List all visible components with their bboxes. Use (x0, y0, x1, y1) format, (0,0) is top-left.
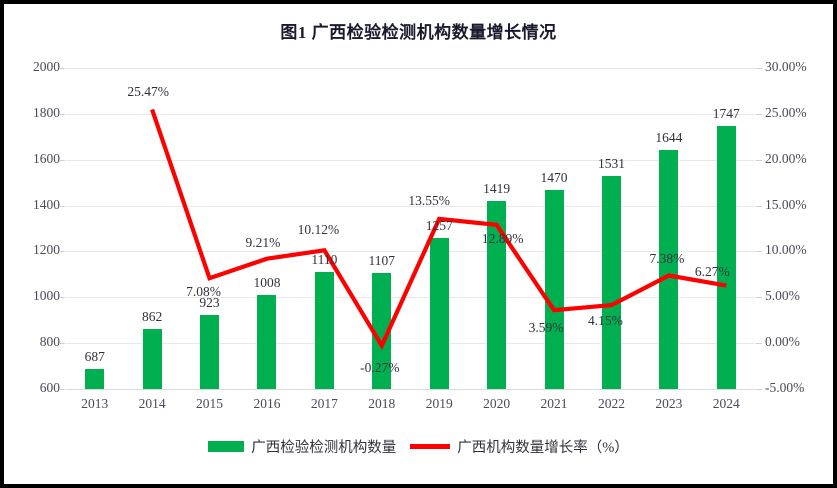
left-axis-tick-label: 1200 (33, 242, 60, 258)
bar[interactable] (257, 295, 277, 389)
legend-item-line[interactable]: 广西机构数量增长率（%） (410, 436, 629, 457)
right-axis-tick-label: 0.00% (765, 334, 800, 350)
right-axis-tick-label: 10.00% (765, 242, 807, 258)
legend-line-swatch-icon (410, 444, 451, 449)
gridline (66, 68, 755, 69)
legend-item-bar[interactable]: 广西检验检测机构数量 (208, 436, 396, 457)
left-axis-tickmark (59, 68, 65, 69)
percent-value-label: 7.38% (649, 251, 685, 267)
gridline (66, 389, 755, 390)
left-axis-tickmark (59, 113, 65, 115)
right-axis-tick-label: 20.00% (765, 150, 807, 166)
percent-value-label: 9.21% (245, 234, 281, 250)
right-axis-tick-label: -5.00% (765, 380, 805, 395)
left-axis-tick-label: 1000 (33, 288, 60, 304)
left-axis-tickmark (59, 251, 65, 253)
bar-value-label: 1419 (483, 181, 511, 197)
right-axis-tick-label: 30.00% (765, 59, 807, 74)
bar[interactable] (142, 328, 162, 389)
bar-value-label: 1008 (253, 275, 281, 291)
bar[interactable] (372, 272, 392, 389)
x-axis-tick-label: 2023 (655, 396, 683, 411)
growth-rate-line[interactable] (150, 108, 727, 351)
bar-value-label: 923 (199, 294, 220, 310)
bar[interactable] (544, 189, 564, 389)
bar[interactable] (601, 175, 621, 389)
x-axis-tick-label: 2015 (196, 396, 224, 411)
chart-title: 图1 广西检验检测机构数量增长情况 (280, 23, 557, 42)
percent-value-label: 7.08% (186, 284, 221, 300)
percent-value-label: 10.12% (297, 222, 340, 238)
x-axis-tick-label: 2020 (483, 396, 511, 411)
bar-value-label: 1644 (655, 129, 683, 145)
bar[interactable] (314, 272, 334, 389)
bar-value-label: 1257 (425, 218, 453, 234)
bar[interactable] (85, 369, 105, 389)
right-axis-tickmark (756, 68, 762, 69)
right-axis-tickmark (756, 297, 762, 299)
left-axis-tick-label: 800 (39, 334, 60, 350)
right-axis-tick-label: 5.00% (765, 288, 800, 304)
left-axis-tick-label: 1800 (33, 104, 60, 120)
bar-value-label: 687 (84, 349, 105, 365)
right-axis-tick-label: 15.00% (765, 196, 807, 212)
x-axis-tick-label: 2018 (368, 396, 396, 411)
left-axis-tickmark (59, 343, 65, 345)
gridline (66, 159, 755, 161)
legend-bar-swatch-icon (208, 441, 245, 452)
x-axis-tick-label: 2013 (81, 396, 109, 411)
left-axis-tick-label: 2000 (33, 59, 60, 74)
line-series (150, 108, 727, 351)
x-axis-tick-label: 2024 (712, 396, 740, 411)
x-axis-tick-label: 2017 (310, 396, 338, 411)
right-axis-tick-label: 25.00% (765, 104, 807, 120)
x-axis-tick-label: 2014 (138, 396, 166, 411)
gridline (66, 251, 755, 253)
percent-value-label: 13.55% (408, 192, 451, 208)
left-axis-tickmark (59, 205, 65, 207)
x-axis-tick-label: 2016 (253, 396, 281, 411)
right-axis-tickmark (756, 113, 762, 115)
left-axis-tickmark (59, 297, 65, 299)
gridline (66, 113, 755, 115)
percent-value-label: 3.59% (528, 320, 564, 336)
percent-value-label: 4.15% (588, 313, 623, 329)
bar[interactable] (429, 238, 449, 389)
bar[interactable] (659, 149, 679, 389)
chart-container: 图1 广西检验检测机构数量增长情况 687 862 923 1008 1110 1107 1… (4, 4, 833, 484)
right-axis-tickmark (756, 389, 762, 390)
right-axis-tickmark (756, 251, 762, 253)
chart-legend: 广西检验检测机构数量 广西机构数量增长率（%） (4, 436, 833, 457)
bar[interactable] (200, 314, 220, 389)
percent-value-label: 25.47% (127, 83, 169, 99)
x-axis-tick-label: 2019 (425, 396, 453, 411)
percent-value-label: 6.27% (694, 263, 730, 279)
x-axis-tick-label: 2021 (540, 396, 568, 411)
left-axis-tick-label: 600 (39, 380, 60, 395)
right-axis-tickmark (756, 343, 762, 345)
left-axis-tickmark (59, 159, 65, 161)
bar-value-label: 1107 (368, 252, 396, 268)
gridline (66, 343, 755, 345)
left-axis-tick-label: 1600 (33, 150, 60, 166)
right-axis-tickmark (756, 159, 762, 161)
gridline (66, 205, 755, 207)
legend-item-label: 广西机构数量增长率（%） (457, 440, 629, 456)
bar-value-label: 1110 (311, 252, 338, 268)
legend-item-label: 广西检验检测机构数量 (251, 440, 397, 456)
bar-value-label: 1470 (540, 169, 568, 185)
bar-value-label: 862 (142, 308, 163, 324)
gridline (66, 297, 755, 299)
x-axis-tick-label: 2022 (597, 396, 625, 411)
right-axis-tickmark (756, 205, 762, 207)
bar[interactable] (487, 201, 507, 389)
bar-value-label: 1531 (597, 155, 625, 171)
percent-value-label: -0.27% (360, 359, 400, 375)
left-axis-tickmark (59, 389, 65, 390)
bar-value-label: 1747 (712, 106, 740, 121)
left-axis-tick-label: 1400 (33, 196, 60, 212)
percent-value-label: 12.89% (481, 230, 524, 246)
bar[interactable] (716, 126, 736, 389)
plot-area: 687 862 923 1008 1110 1107 1257 1419 1470 1531 164… (66, 68, 755, 390)
